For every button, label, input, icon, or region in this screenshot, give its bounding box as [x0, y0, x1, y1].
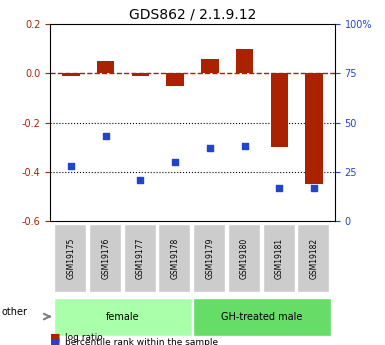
Text: GSM19178: GSM19178: [171, 237, 180, 279]
Bar: [201, 59, 219, 73]
FancyBboxPatch shape: [298, 224, 330, 292]
Text: GSM19181: GSM19181: [275, 237, 284, 279]
Text: female: female: [106, 312, 140, 322]
FancyBboxPatch shape: [193, 298, 331, 336]
Point: [241, 144, 248, 149]
Text: GSM19176: GSM19176: [101, 237, 110, 279]
Text: GSM19179: GSM19179: [205, 237, 214, 279]
Point: [68, 163, 74, 169]
Text: percentile rank within the sample: percentile rank within the sample: [65, 338, 219, 345]
FancyBboxPatch shape: [263, 224, 295, 292]
Point: [137, 177, 144, 183]
FancyBboxPatch shape: [124, 224, 156, 292]
Text: GSM19177: GSM19177: [136, 237, 145, 279]
Bar: [305, 73, 323, 184]
FancyBboxPatch shape: [228, 224, 260, 292]
Bar: [236, 49, 253, 73]
FancyBboxPatch shape: [193, 224, 225, 292]
Text: other: other: [2, 307, 28, 317]
Bar: [62, 73, 80, 76]
Text: GSM19175: GSM19175: [66, 237, 75, 279]
Point: [102, 134, 109, 139]
Point: [311, 185, 317, 190]
Point: [207, 146, 213, 151]
FancyBboxPatch shape: [89, 224, 121, 292]
Text: log ratio: log ratio: [65, 333, 103, 342]
Text: GSM19182: GSM19182: [310, 237, 319, 279]
FancyBboxPatch shape: [159, 224, 191, 292]
Bar: [166, 73, 184, 86]
FancyBboxPatch shape: [54, 298, 192, 336]
Title: GDS862 / 2.1.9.12: GDS862 / 2.1.9.12: [129, 8, 256, 22]
FancyBboxPatch shape: [54, 224, 86, 292]
Bar: [97, 61, 114, 73]
Point: [172, 159, 178, 165]
Bar: [271, 73, 288, 147]
Text: GH-treated male: GH-treated male: [221, 312, 303, 322]
Text: ■: ■: [50, 337, 60, 345]
Point: [276, 185, 283, 190]
Text: ■: ■: [50, 333, 60, 342]
Text: GSM19180: GSM19180: [240, 237, 249, 279]
Bar: [132, 73, 149, 76]
